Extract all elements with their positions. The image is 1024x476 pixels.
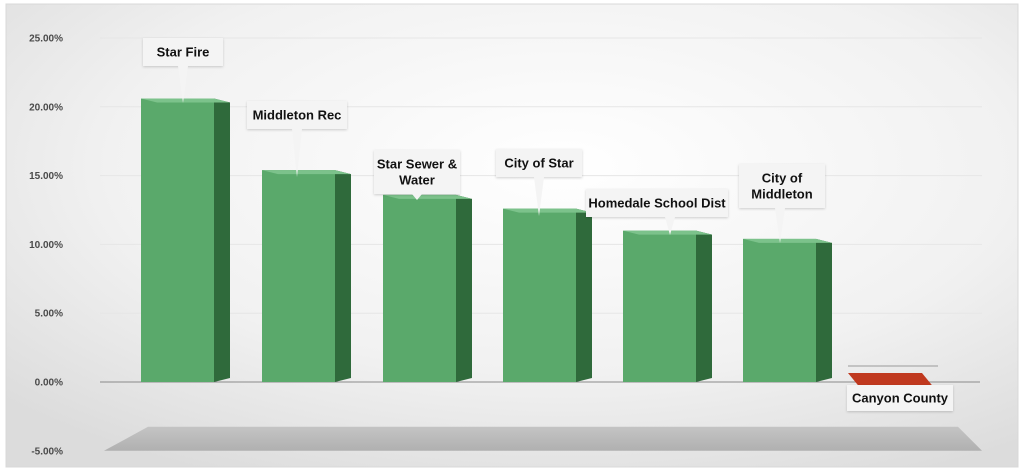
bar-top (141, 98, 230, 103)
data-label-text: Star Fire (157, 45, 210, 60)
bar-2 (262, 170, 351, 382)
data-label-3: Star Sewer &Water (374, 150, 460, 200)
data-label-5: Homedale School Dist (586, 189, 728, 235)
bar-side (576, 208, 592, 382)
callout-box (496, 149, 582, 177)
callout-box (847, 385, 953, 411)
callout-pointer (412, 194, 422, 200)
bar-top (743, 238, 832, 243)
data-label-text: Homedale School Dist (588, 196, 726, 211)
floor-plane (104, 426, 982, 451)
bar-4 (503, 208, 592, 382)
bar-side (696, 230, 712, 382)
callout-pointer (775, 208, 785, 243)
y-tick-label: 20.00% (29, 102, 63, 113)
callout-box (586, 189, 728, 217)
callout-pointer (534, 177, 544, 216)
callout-box (143, 38, 223, 66)
y-tick-label: 0.00% (35, 378, 63, 389)
y-tick-label: 5.00% (35, 309, 63, 320)
bar-side (214, 98, 230, 382)
bar-front (262, 170, 335, 382)
callout-pointer (292, 129, 302, 177)
bar-6 (743, 238, 832, 382)
data-label-text: City of Star (504, 156, 573, 171)
bar-3 (383, 194, 472, 382)
data-label-text: Middleton (751, 187, 812, 202)
bar-5 (623, 230, 712, 382)
y-tick-label: 10.00% (29, 240, 63, 251)
y-tick-label: 15.00% (29, 171, 63, 182)
callout-box (374, 150, 460, 194)
data-label-text: City of (762, 171, 803, 186)
data-label-4: City of Star (496, 149, 582, 216)
callout-pointer (178, 66, 188, 103)
data-label-text: Middleton Rec (253, 108, 342, 123)
data-label-7: Canyon County (847, 385, 953, 411)
bar-front (141, 98, 214, 382)
bar-front (383, 194, 456, 382)
data-label-2: Middleton Rec (247, 101, 347, 177)
callout-box (739, 164, 825, 208)
bar-1 (141, 98, 230, 382)
callout-pointer (665, 217, 675, 235)
data-labels: Star Fire Middleton Rec Star Sewer &Water C… (143, 38, 953, 411)
bars (141, 98, 936, 394)
bar-top (383, 194, 472, 199)
y-tick-label: 25.00% (29, 34, 63, 45)
bar-top (623, 230, 712, 235)
bar-top (503, 208, 592, 213)
bar-front (623, 230, 696, 382)
y-tick-label: -5.00% (31, 446, 63, 457)
floor (104, 426, 982, 451)
bar-side (456, 194, 472, 382)
bar-side (335, 170, 351, 382)
data-label-text: Star Sewer & (377, 157, 457, 172)
callout-box (247, 101, 347, 129)
bar-top (262, 170, 351, 175)
bar-front (743, 238, 816, 382)
bar-front (503, 208, 576, 382)
data-label-text: Canyon County (852, 391, 949, 406)
data-label-1: Star Fire (143, 38, 223, 103)
data-label-text: Water (399, 173, 435, 188)
bar-side (816, 238, 832, 382)
